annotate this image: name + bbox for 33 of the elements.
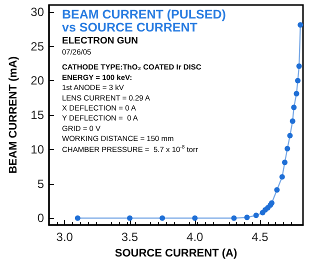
- y-tick-label: 5: [37, 176, 44, 191]
- point: [127, 215, 133, 221]
- y-tick-label: 0: [37, 211, 44, 226]
- point: [287, 132, 293, 138]
- point: [291, 104, 297, 110]
- text: ELECTRON GUN: [62, 36, 138, 46]
- point: [160, 215, 166, 221]
- point: [290, 118, 296, 124]
- point: [295, 78, 301, 84]
- point: [279, 174, 285, 180]
- y-tick-label: 30: [30, 4, 44, 19]
- point: [244, 214, 250, 220]
- point: [296, 63, 302, 69]
- point: [294, 90, 300, 96]
- point: [274, 187, 280, 193]
- x-axis-title: SOURCE CURRENT (A): [114, 247, 238, 260]
- point: [253, 212, 259, 218]
- point: [192, 215, 198, 221]
- y-tick-label: 20: [30, 74, 44, 88]
- text: BEAM CURRENT (PULSED) vs SOURCE CURRENT: [62, 8, 230, 34]
- point: [282, 160, 288, 166]
- point: [298, 22, 304, 28]
- x-tick-label: 4.5: [252, 230, 269, 244]
- y-tick-label: 15: [30, 108, 44, 122]
- y-tick-label: 25: [30, 39, 44, 54]
- point: [284, 146, 290, 152]
- x-tick-label: 3.5: [121, 230, 138, 244]
- y-axis-title: BEAM CURRENT (mA): [8, 56, 20, 174]
- x-tick-label: 3.0: [56, 230, 74, 244]
- point: [74, 215, 80, 221]
- y-tick-label: 10: [30, 142, 44, 156]
- point: [231, 215, 237, 221]
- x-tick-label: 4.0: [186, 230, 204, 244]
